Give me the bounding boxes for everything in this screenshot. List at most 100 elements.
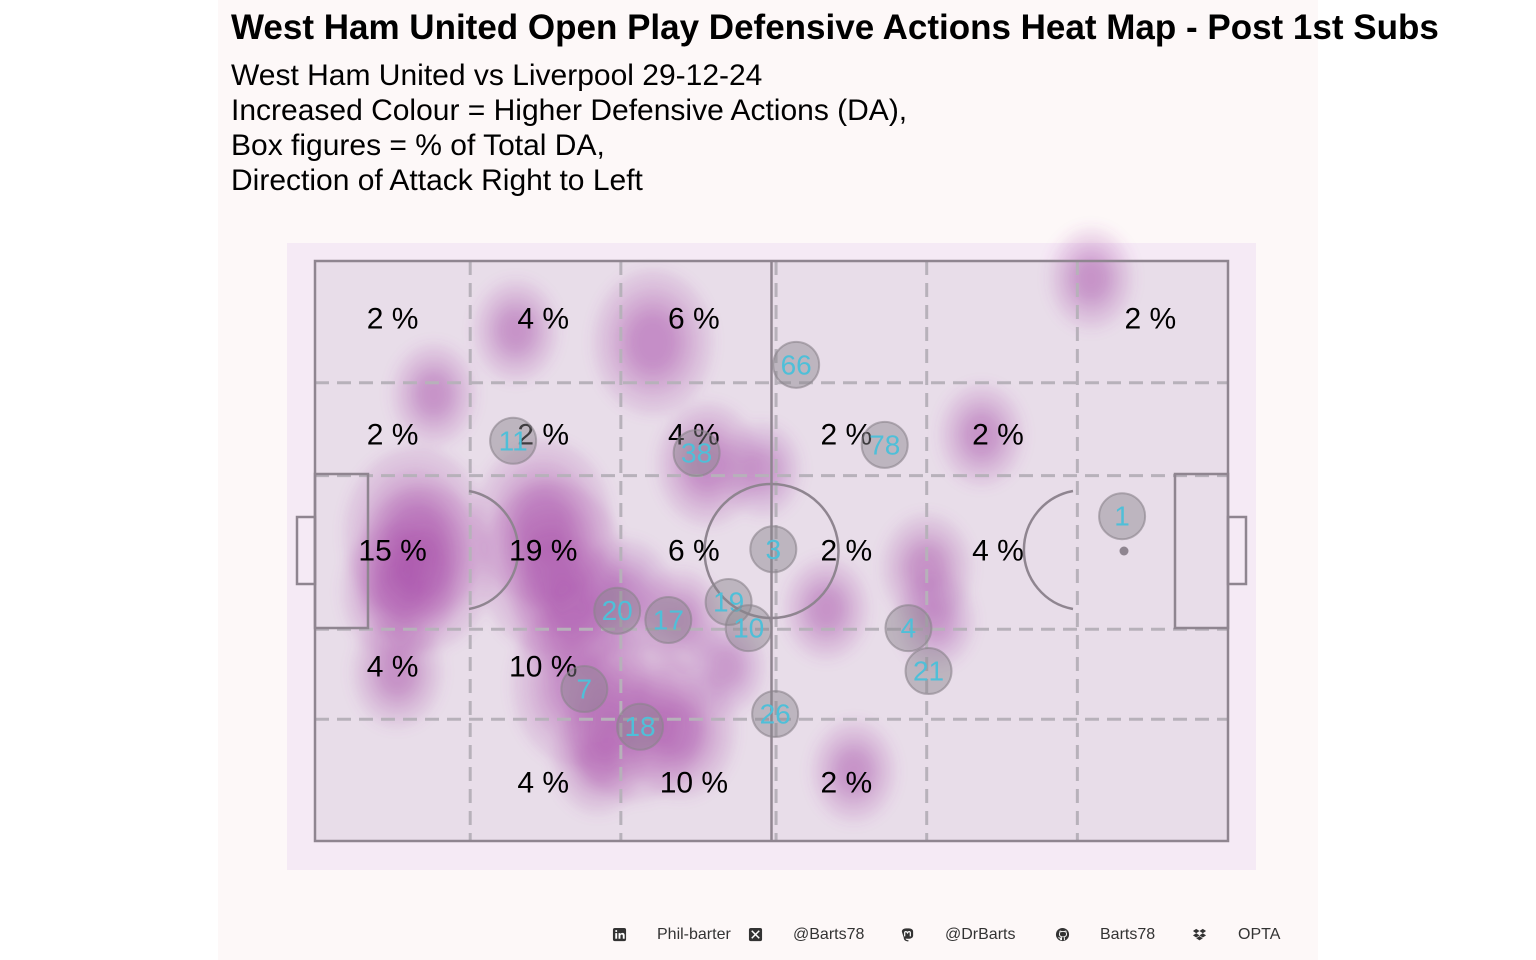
player-marker: 21 bbox=[904, 647, 953, 696]
footer-source-text: OPTA bbox=[1238, 926, 1281, 943]
player-number: 18 bbox=[624, 711, 655, 742]
x-icon bbox=[748, 927, 763, 942]
dropbox-icon bbox=[1192, 928, 1207, 941]
density-blob bbox=[810, 589, 843, 629]
player-marker: 38 bbox=[672, 428, 721, 477]
player-number: 4 bbox=[901, 613, 917, 644]
left-goal bbox=[295, 515, 317, 586]
player-number: 7 bbox=[577, 674, 593, 705]
zone-labels: 2 % 4 % 6 % 2 % 2 % 2 % 4 % 2 % 2 % 15 % 19 % 6 % 2 … bbox=[358, 303, 1176, 800]
player-marker: 17 bbox=[644, 596, 693, 645]
density-blob bbox=[711, 649, 741, 685]
density-blob bbox=[380, 652, 415, 694]
github-icon bbox=[1055, 927, 1070, 942]
zone-percentage-label: 2 % bbox=[517, 419, 569, 452]
density-layer bbox=[341, 227, 1134, 823]
player-marker-circle bbox=[616, 702, 665, 751]
player-number: 3 bbox=[766, 534, 782, 565]
zone-percentage-label: 10 % bbox=[660, 767, 728, 800]
player-marker: 66 bbox=[772, 340, 821, 389]
player-number: 11 bbox=[499, 425, 528, 456]
zone-percentage-label: 2 % bbox=[367, 303, 419, 336]
density-blob bbox=[499, 311, 532, 350]
zone-percentage-label: 2 % bbox=[367, 419, 419, 452]
density-blob bbox=[1075, 259, 1108, 298]
player-marker-circle bbox=[749, 525, 798, 574]
zone-percentage-label: 2 % bbox=[972, 419, 1024, 452]
density-blob bbox=[376, 566, 419, 617]
player-marker-circle bbox=[644, 596, 693, 645]
player-number: 10 bbox=[733, 613, 764, 644]
player-number: 78 bbox=[869, 429, 900, 460]
density-blob bbox=[659, 705, 702, 757]
density-blob bbox=[747, 451, 778, 488]
player-marker: 1 bbox=[1098, 492, 1147, 541]
zone-percentage-label: 2 % bbox=[1125, 303, 1177, 336]
player-marker: 78 bbox=[860, 420, 909, 469]
density-blob bbox=[580, 739, 616, 781]
density-blob bbox=[630, 314, 676, 370]
player-marker-circle bbox=[884, 604, 933, 653]
player-marker-circle bbox=[772, 340, 821, 389]
left-penalty-arc bbox=[468, 489, 520, 611]
zone-grid bbox=[315, 261, 1228, 841]
player-marker: 7 bbox=[560, 665, 609, 714]
player-number: 19 bbox=[713, 587, 744, 618]
player-marker: 4 bbox=[884, 604, 933, 653]
footer-mastodon-text: @DrBarts bbox=[945, 926, 1016, 943]
subtitle-line-2: Increased Colour = Higher Defensive Acti… bbox=[231, 94, 908, 127]
player-number: 20 bbox=[602, 595, 633, 626]
footer-x-text: @Barts78 bbox=[793, 926, 865, 943]
subtitle-line-4: Direction of Attack Right to Left bbox=[231, 164, 643, 197]
zone-percentage-label: 4 % bbox=[972, 535, 1024, 568]
subtitle-line-3: Box figures = % of Total DA, bbox=[231, 129, 605, 162]
player-marker-circle bbox=[704, 578, 753, 627]
right-goal bbox=[1226, 515, 1248, 586]
player-number: 66 bbox=[781, 349, 812, 380]
zone-percentage-label: 15 % bbox=[358, 535, 426, 568]
linkedin-icon bbox=[612, 927, 627, 942]
pitch-markings bbox=[295, 259, 1248, 843]
player-number: 38 bbox=[681, 437, 712, 468]
right-penalty-arc bbox=[1022, 489, 1074, 611]
player-marker: 10 bbox=[724, 604, 773, 653]
footer-github-text: Barts78 bbox=[1100, 926, 1156, 943]
density-blob bbox=[607, 575, 644, 620]
subtitle-line-1: West Ham United vs Liverpool 29-12-24 bbox=[231, 59, 763, 92]
footer-linkedin-text: Phil-barter bbox=[657, 926, 731, 943]
density-blob bbox=[417, 375, 450, 414]
player-marker-circle bbox=[560, 665, 609, 714]
player-marker: 19 bbox=[704, 578, 753, 627]
player-marker: 3 bbox=[749, 525, 798, 574]
player-marker-circle bbox=[1098, 492, 1147, 541]
player-marker: 26 bbox=[751, 689, 800, 738]
player-marker-circle bbox=[724, 604, 773, 653]
player-marker-circle bbox=[860, 420, 909, 469]
zone-percentage-label: 10 % bbox=[509, 651, 577, 684]
zone-percentage-label: 2 % bbox=[821, 535, 873, 568]
player-marker-circle bbox=[672, 428, 721, 477]
player-number: 1 bbox=[1114, 501, 1130, 532]
density-blob bbox=[965, 415, 998, 455]
zone-percentage-label: 19 % bbox=[509, 535, 577, 568]
player-number: 26 bbox=[760, 698, 791, 729]
player-marker-circle bbox=[751, 689, 800, 738]
zone-percentage-label: 6 % bbox=[668, 535, 720, 568]
player-marker: 18 bbox=[616, 702, 665, 751]
zone-percentage-label: 4 % bbox=[517, 767, 569, 800]
player-marker: 11 bbox=[489, 416, 538, 465]
chart-title: West Ham United Open Play Defensive Acti… bbox=[231, 8, 1439, 47]
player-marker-circle bbox=[904, 647, 953, 696]
player-number: 17 bbox=[653, 605, 684, 636]
mastodon-icon bbox=[901, 928, 914, 942]
zone-percentage-label: 6 % bbox=[668, 303, 720, 336]
right-penalty-spot bbox=[1119, 546, 1129, 556]
player-number: 21 bbox=[913, 656, 944, 687]
centre-circle bbox=[703, 482, 840, 620]
zone-percentage-label: 4 % bbox=[517, 303, 569, 336]
zone-percentage-label: 4 % bbox=[367, 651, 419, 684]
zone-percentage-label: 2 % bbox=[821, 767, 873, 800]
player-marker-circle bbox=[593, 586, 642, 635]
